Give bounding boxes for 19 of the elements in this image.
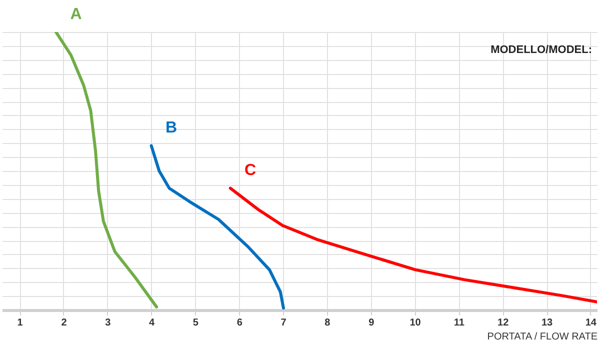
x-tick-label: 10 (410, 318, 422, 328)
x-tick-label: 13 (541, 318, 553, 328)
x-tick-label: 7 (280, 318, 287, 328)
x-tick-label: 14 (585, 318, 597, 328)
x-tick-label: 3 (105, 318, 112, 328)
x-tick-label: 12 (498, 318, 510, 328)
x-tick-label: 8 (324, 318, 331, 328)
x-tick-label: 11 (454, 318, 465, 328)
x-axis-title: PORTATA / FLOW RATE (487, 332, 598, 342)
series-label: C (244, 162, 257, 180)
annotation: MODELLO/MODEL: (490, 44, 592, 56)
series-label: B (166, 120, 178, 137)
x-tick-label: 9 (368, 318, 375, 328)
series-label: A (70, 6, 82, 23)
x-tick-label: 2 (61, 318, 68, 328)
x-tick-label: 1 (17, 318, 24, 328)
x-tick-label: 5 (192, 318, 199, 328)
x-tick-label: 4 (149, 318, 156, 328)
x-tick-label: 6 (236, 318, 243, 328)
